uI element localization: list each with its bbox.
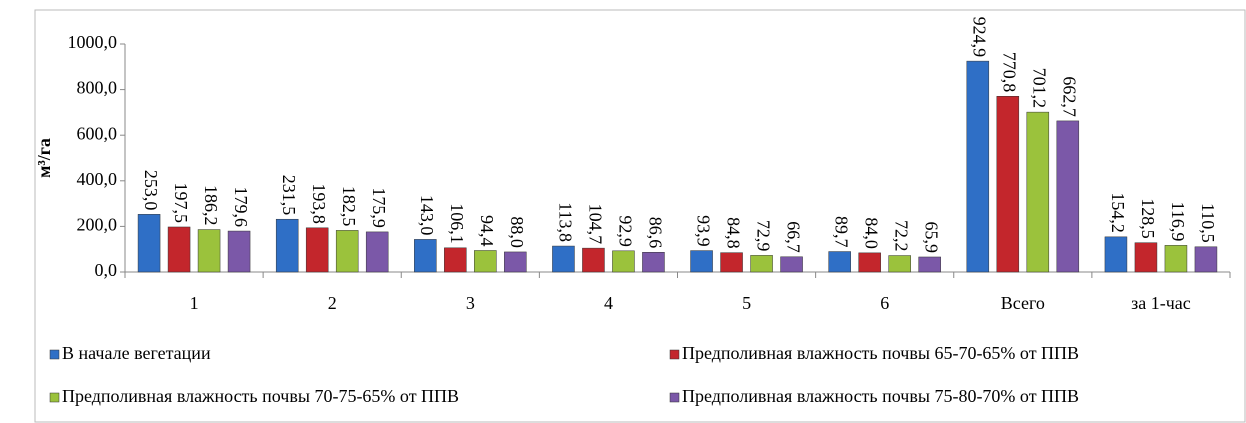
x-tick-label: 2 bbox=[328, 293, 337, 313]
bar bbox=[474, 250, 497, 273]
bar bbox=[167, 226, 191, 273]
legend-label: Предполивная влажность почвы 70-75-65% о… bbox=[62, 386, 459, 406]
bar bbox=[996, 96, 1020, 273]
value-label: 128,5 bbox=[1138, 198, 1158, 239]
value-label: 106,1 bbox=[447, 203, 467, 244]
value-label: 88,0 bbox=[507, 216, 527, 248]
bar bbox=[1056, 120, 1080, 273]
x-tick-label: 4 bbox=[604, 293, 613, 313]
bar bbox=[966, 60, 990, 273]
bar bbox=[1104, 236, 1128, 273]
y-tick-label: 1000,0 bbox=[68, 32, 118, 52]
value-label: 701,2 bbox=[1030, 68, 1050, 109]
y-tick-label: 600,0 bbox=[77, 123, 118, 143]
legend-label: Предполивная влажность почвы 65-70-65% о… bbox=[682, 343, 1079, 363]
bar bbox=[504, 251, 527, 273]
bar bbox=[335, 230, 359, 273]
value-label: 72,2 bbox=[892, 220, 912, 252]
value-label: 65,9 bbox=[922, 221, 942, 253]
bar bbox=[305, 227, 329, 273]
y-axis-label: м³/га bbox=[34, 138, 54, 178]
legend-swatch bbox=[49, 392, 60, 403]
legend-swatch bbox=[49, 349, 60, 360]
bar bbox=[582, 247, 605, 273]
x-tick-label: 1 bbox=[190, 293, 199, 313]
value-label: 116,9 bbox=[1168, 202, 1188, 242]
value-label: 94,4 bbox=[477, 215, 497, 247]
value-label: 175,9 bbox=[369, 187, 389, 228]
value-label: 72,9 bbox=[753, 220, 773, 252]
bar bbox=[197, 229, 221, 273]
bar bbox=[750, 255, 773, 273]
value-label: 143,0 bbox=[417, 195, 437, 236]
bar bbox=[1134, 242, 1158, 273]
bar bbox=[227, 230, 251, 273]
bar bbox=[858, 252, 881, 273]
legend-label: Предполивная влажность почвы 75-80-70% о… bbox=[682, 386, 1079, 406]
bar bbox=[720, 252, 743, 273]
bar bbox=[365, 231, 389, 273]
value-label: 84,8 bbox=[723, 217, 743, 249]
bar bbox=[414, 239, 437, 273]
value-label: 231,5 bbox=[279, 175, 299, 216]
value-label: 84,0 bbox=[862, 217, 882, 249]
bar bbox=[918, 256, 941, 273]
legend-swatch bbox=[669, 349, 680, 360]
bar bbox=[828, 251, 851, 273]
bar bbox=[552, 245, 575, 273]
value-label: 179,6 bbox=[231, 187, 251, 228]
value-label: 92,9 bbox=[615, 215, 635, 247]
bar bbox=[137, 214, 161, 273]
value-label: 110,5 bbox=[1198, 203, 1218, 243]
value-label: 770,8 bbox=[1000, 52, 1020, 93]
bar bbox=[888, 255, 911, 273]
legend-swatch bbox=[669, 392, 680, 403]
value-label: 253,0 bbox=[141, 170, 161, 211]
bar bbox=[1194, 246, 1218, 273]
bar bbox=[612, 250, 635, 273]
value-label: 104,7 bbox=[585, 204, 605, 245]
value-label: 182,5 bbox=[339, 186, 359, 227]
value-label: 86,6 bbox=[645, 217, 665, 249]
bar bbox=[1026, 111, 1050, 273]
value-label: 662,7 bbox=[1060, 76, 1080, 117]
value-label: 89,7 bbox=[832, 216, 852, 248]
value-label: 66,7 bbox=[783, 221, 803, 253]
y-tick-label: 400,0 bbox=[77, 169, 118, 189]
value-label: 93,9 bbox=[693, 215, 713, 247]
legend-label: В начале вегетации bbox=[62, 343, 211, 363]
x-tick-label: Всего bbox=[1001, 293, 1045, 313]
value-label: 186,2 bbox=[201, 185, 221, 226]
x-tick-label: 3 bbox=[466, 293, 475, 313]
bar bbox=[275, 218, 299, 273]
bar bbox=[642, 252, 665, 273]
bar bbox=[444, 247, 467, 273]
y-tick-label: 0,0 bbox=[95, 260, 118, 280]
x-tick-label: 5 bbox=[742, 293, 751, 313]
x-tick-label: 6 bbox=[880, 293, 889, 313]
chart-frame bbox=[34, 9, 1246, 423]
value-label: 154,2 bbox=[1108, 192, 1128, 233]
bar bbox=[780, 256, 803, 273]
value-label: 113,8 bbox=[555, 202, 575, 242]
value-label: 193,8 bbox=[309, 183, 329, 224]
value-label: 197,5 bbox=[171, 182, 191, 223]
y-tick-label: 800,0 bbox=[77, 78, 118, 98]
y-tick-label: 200,0 bbox=[77, 215, 118, 235]
value-label: 924,9 bbox=[970, 17, 990, 58]
bar bbox=[690, 250, 713, 273]
x-tick-label: за 1-час bbox=[1131, 293, 1191, 313]
bar bbox=[1164, 245, 1188, 273]
